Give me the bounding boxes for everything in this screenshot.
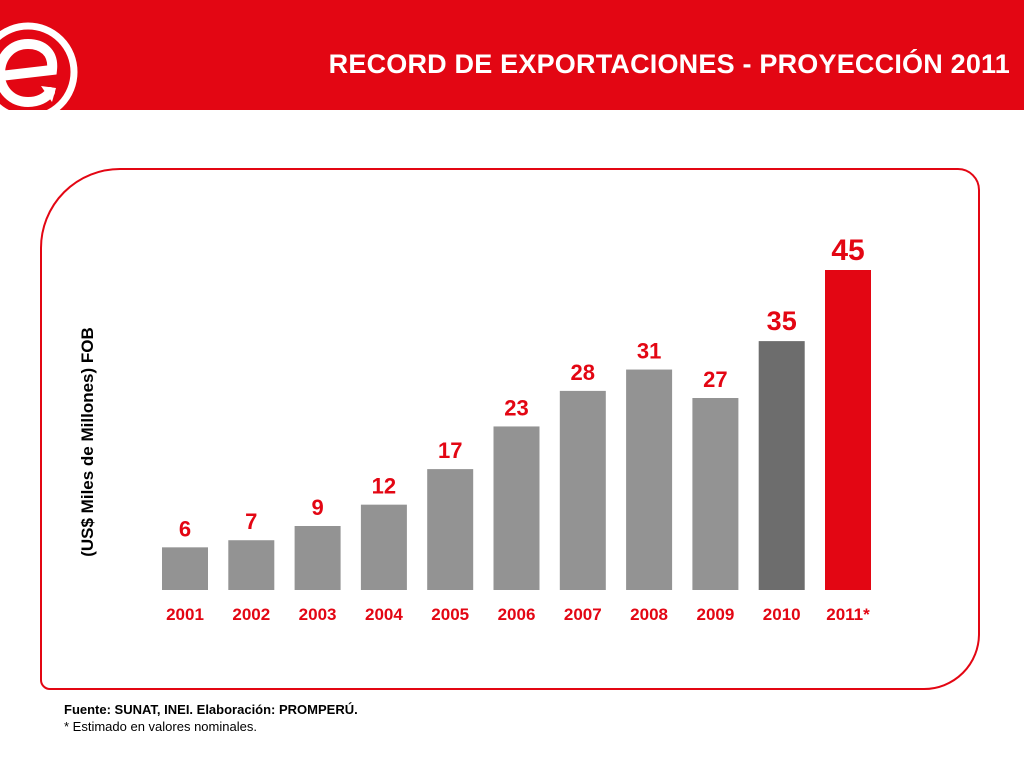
e-arrow-logo-icon (0, 22, 78, 122)
value-label-2005: 17 (438, 438, 462, 463)
footer: Fuente: SUNAT, INEI. Elaboración: PROMPE… (64, 701, 358, 735)
category-label-2011*: 2011* (826, 605, 870, 624)
value-label-2009: 27 (703, 367, 727, 392)
value-label-2011*: 45 (831, 234, 864, 267)
bar-2009 (692, 398, 739, 590)
value-label-2001: 6 (179, 516, 191, 541)
bar-2006 (493, 426, 540, 590)
value-label-2004: 12 (372, 474, 396, 499)
value-label-2008: 31 (637, 339, 661, 364)
bar-2011* (825, 270, 871, 590)
category-label-2004: 2004 (365, 605, 403, 624)
category-label-2009: 2009 (696, 605, 734, 624)
category-label-2010: 2010 (763, 605, 801, 624)
value-label-2003: 9 (311, 495, 323, 520)
chart-frame (40, 168, 980, 690)
header-bar: RECORD DE EXPORTACIONES - PROYECCIÓN 201… (0, 0, 1024, 122)
value-label-2006: 23 (504, 395, 528, 420)
slide-title: RECORD DE EXPORTACIONES - PROYECCIÓN 201… (328, 49, 1010, 79)
bar-2001 (162, 547, 208, 590)
category-label-2003: 2003 (299, 605, 337, 624)
value-label-2002: 7 (245, 509, 257, 534)
bar-2002 (228, 540, 275, 590)
bar-2003 (294, 526, 341, 590)
category-label-2006: 2006 (498, 605, 536, 624)
category-label-2005: 2005 (431, 605, 469, 624)
category-label-2001: 2001 (166, 605, 204, 624)
category-label-2008: 2008 (630, 605, 668, 624)
bar-2007 (559, 390, 606, 590)
value-label-2010: 35 (767, 306, 797, 336)
source-note: Fuente: SUNAT, INEI. Elaboración: PROMPE… (64, 702, 358, 717)
bar-2010 (758, 341, 805, 590)
bar-2008 (626, 369, 673, 590)
bar-2005 (427, 469, 474, 590)
category-label-2007: 2007 (564, 605, 602, 624)
estimate-note: * Estimado en valores nominales. (64, 719, 257, 734)
category-label-2002: 2002 (232, 605, 270, 624)
value-label-2007: 28 (571, 360, 595, 385)
bar-2004 (360, 504, 407, 590)
